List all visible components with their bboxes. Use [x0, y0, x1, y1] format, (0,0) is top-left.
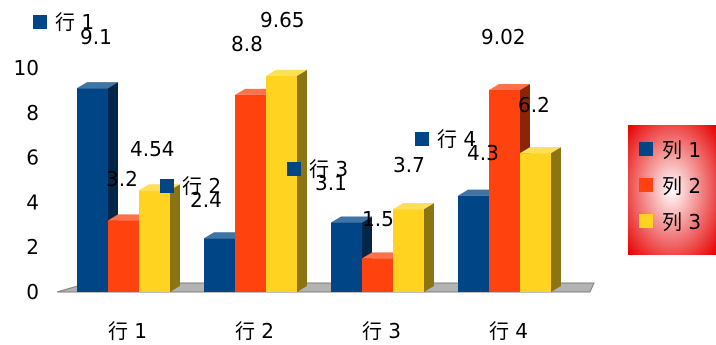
y-tick-label: 4	[26, 190, 39, 214]
data-label-category: 行 3	[309, 157, 348, 181]
data-label: 8.8	[231, 32, 263, 56]
x-category-label: 行 3	[362, 319, 401, 343]
y-tick-label: 8	[26, 101, 39, 125]
x-category-label: 行 1	[108, 319, 147, 343]
bar	[266, 69, 307, 292]
bar	[77, 82, 118, 292]
data-label: 1.5	[362, 207, 394, 231]
x-category-label: 行 4	[489, 319, 528, 343]
data-label: 2.4	[190, 188, 222, 212]
data-label: 6.2	[518, 93, 550, 117]
data-label: 3.7	[393, 153, 425, 177]
y-tick-label: 10	[14, 56, 39, 80]
data-labels-layer: 9.1 3.2 4.54 行 1 2.4 8.89.65 行 2 3.1 1.5 3.7 行 3 4.…	[33, 8, 550, 231]
data-label: 4.3	[467, 141, 499, 165]
axis-layer: 0 2 4 6 8 10 行 1 行 2 行 3 行 4	[14, 56, 595, 343]
data-label: 9.02	[481, 25, 526, 49]
data-label: 9.65	[260, 8, 305, 32]
data-label-marker	[33, 15, 47, 29]
legend-label: 列 2	[662, 174, 701, 198]
legend-label: 列 1	[662, 138, 701, 162]
bars-layer	[77, 69, 561, 293]
legend-label: 列 3	[662, 210, 701, 234]
legend-swatch	[639, 214, 653, 228]
bar	[520, 147, 561, 292]
y-tick-label: 0	[26, 280, 39, 304]
data-label-marker	[160, 179, 174, 193]
legend-swatch	[639, 178, 653, 192]
data-label: 4.54	[130, 137, 175, 161]
bar	[393, 203, 434, 292]
bar	[139, 184, 180, 292]
y-tick-label: 6	[26, 146, 39, 170]
y-tick-label: 2	[26, 235, 39, 259]
x-category-label: 行 2	[235, 319, 274, 343]
data-label-category: 行 1	[55, 10, 94, 34]
legend: 列 1 列 2 列 3	[628, 125, 716, 255]
legend-swatch	[639, 142, 653, 156]
data-label-marker	[415, 132, 429, 146]
data-label: 3.1	[315, 171, 347, 195]
data-label: 9.1	[80, 25, 112, 49]
data-label-category: 行 4	[437, 127, 476, 151]
data-label-category: 行 2	[182, 174, 221, 198]
data-label: 3.2	[106, 167, 138, 191]
data-label-marker	[287, 162, 301, 176]
